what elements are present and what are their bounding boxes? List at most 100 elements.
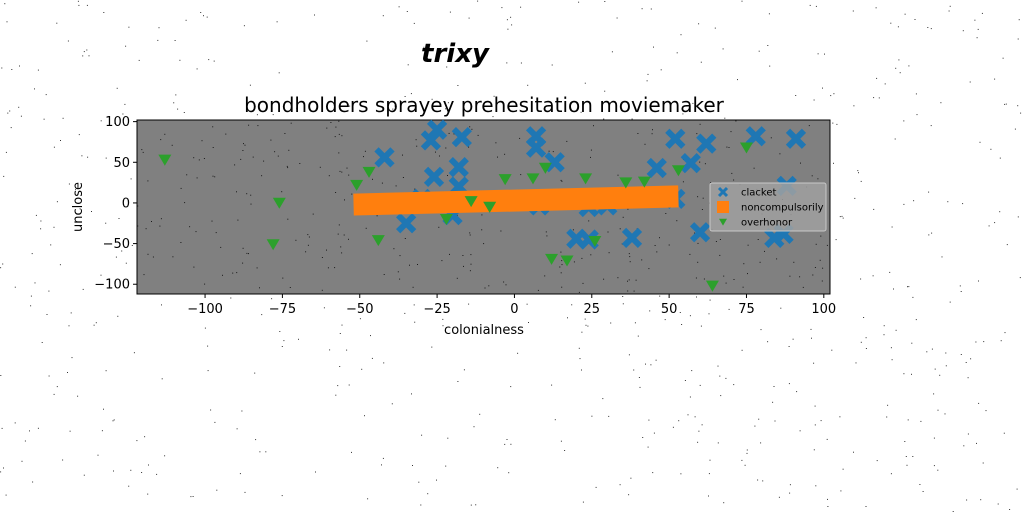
- speckle: [733, 384, 735, 386]
- plot-speckle: [561, 180, 563, 182]
- speckle: [1016, 488, 1018, 490]
- speckle: [696, 296, 697, 298]
- speckle: [660, 69, 662, 71]
- plot-speckle: [299, 163, 301, 164]
- plot-speckle: [246, 193, 248, 195]
- speckle: [190, 496, 192, 498]
- data-point: [525, 137, 547, 158]
- plot-speckle: [448, 132, 450, 134]
- speckle: [255, 439, 257, 441]
- speckle: [937, 469, 939, 471]
- speckle: [817, 53, 819, 55]
- speckle: [508, 472, 510, 474]
- speckle: [56, 201, 58, 203]
- speckle: [890, 473, 892, 475]
- speckle: [399, 100, 401, 102]
- speckle: [75, 189, 76, 191]
- speckle: [113, 419, 115, 421]
- plot-speckle: [590, 149, 592, 151]
- speckle: [757, 479, 759, 481]
- speckle: [865, 506, 867, 507]
- speckle: [772, 401, 774, 403]
- data-point: [426, 119, 448, 140]
- speckle: [241, 410, 243, 412]
- speckle: [985, 410, 987, 412]
- speckle: [339, 333, 341, 334]
- plot-speckle: [393, 248, 395, 250]
- legend-marker: [717, 201, 729, 213]
- speckle: [41, 342, 43, 343]
- speckle: [158, 27, 160, 29]
- plot-speckle: [348, 174, 350, 176]
- plot-speckle: [560, 251, 562, 253]
- speckle: [341, 324, 343, 326]
- speckle: [492, 116, 494, 118]
- x-axis-ticks: −100 −75 −50 −25 0 25 50 75 100: [187, 294, 836, 317]
- speckle: [824, 53, 825, 55]
- plot-speckle: [814, 267, 816, 268]
- speckle: [899, 72, 901, 74]
- plot-speckle: [560, 272, 562, 274]
- speckle: [988, 225, 990, 227]
- speckle: [1000, 340, 1002, 342]
- speckle: [67, 40, 69, 42]
- plot-speckle: [338, 133, 340, 135]
- speckle: [177, 108, 179, 110]
- speckle: [1014, 128, 1016, 130]
- speckle: [912, 456, 914, 457]
- plot-speckle: [363, 156, 364, 158]
- speckle: [183, 112, 185, 113]
- speckle: [619, 484, 621, 486]
- speckle: [581, 369, 582, 371]
- speckle: [216, 489, 218, 491]
- plot-speckle: [704, 163, 706, 165]
- speckle: [639, 386, 641, 388]
- plot-speckle: [520, 174, 522, 176]
- series-overhonor: [158, 142, 753, 292]
- data-point: [266, 239, 280, 251]
- speckle: [82, 288, 84, 290]
- plot-speckle: [372, 178, 373, 180]
- speckle: [863, 317, 865, 318]
- speckle: [894, 138, 896, 140]
- x-tick-label: 100: [811, 302, 836, 317]
- plot-speckle: [747, 244, 749, 246]
- plot-speckle: [201, 140, 203, 142]
- x-tick-label: 25: [584, 302, 601, 317]
- plot-speckle: [552, 151, 554, 153]
- legend-label: overhonor: [741, 218, 793, 229]
- speckle: [796, 391, 798, 393]
- speckle: [708, 313, 710, 315]
- speckle: [633, 369, 635, 371]
- speckle: [949, 5, 951, 7]
- speckle: [469, 51, 471, 53]
- speckle: [86, 49, 88, 51]
- plot-speckle: [764, 250, 765, 252]
- speckle: [969, 81, 971, 83]
- speckle: [528, 322, 529, 323]
- speckle: [115, 256, 117, 258]
- speckle: [468, 17, 470, 19]
- speckle: [822, 87, 823, 89]
- speckle: [963, 445, 965, 447]
- speckle: [873, 208, 875, 210]
- speckle: [81, 155, 83, 157]
- speckle: [827, 498, 828, 500]
- legend-marker: [719, 218, 727, 226]
- plot-speckle: [286, 165, 288, 167]
- speckle: [645, 363, 646, 365]
- speckle: [940, 102, 942, 104]
- speckle: [407, 64, 409, 66]
- data-point: [637, 176, 651, 188]
- speckle: [922, 491, 924, 492]
- speckle: [813, 99, 815, 101]
- plot-speckle: [545, 231, 547, 233]
- speckle: [999, 157, 1001, 159]
- data-point: [526, 173, 540, 185]
- speckle: [79, 208, 81, 210]
- speckle: [604, 1, 606, 2]
- plot-speckle: [243, 143, 244, 145]
- speckle: [244, 491, 246, 493]
- speckle: [931, 348, 933, 350]
- plot-speckle: [682, 181, 684, 183]
